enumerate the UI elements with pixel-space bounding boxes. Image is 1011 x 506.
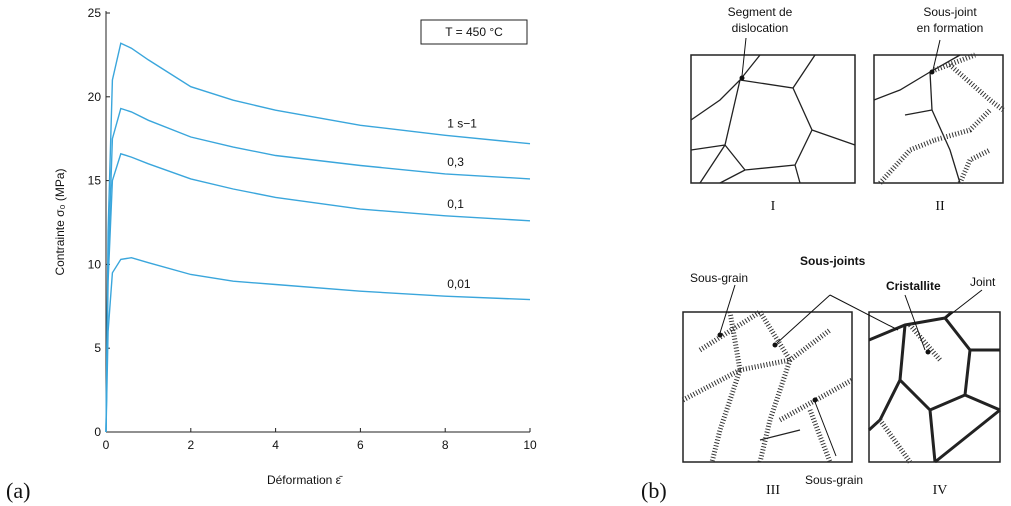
series-line [105, 256, 531, 433]
marker [772, 342, 778, 348]
series-line [105, 152, 531, 433]
annotation: T = 450 °C [445, 25, 503, 39]
marker [929, 69, 935, 75]
numeral: II [935, 199, 945, 214]
panel-box [873, 54, 1004, 184]
numeral: IV [933, 483, 948, 498]
numeral: I [771, 199, 776, 214]
x-tick-label: 8 [442, 438, 449, 452]
panel-box [690, 54, 856, 184]
diagram-label: Joint [970, 275, 996, 289]
grain-boundaries [759, 429, 801, 441]
diagram-label: Sous-grain [690, 271, 748, 285]
x-tick-label: 0 [103, 438, 110, 452]
series-label: 0,1 [447, 197, 464, 211]
y-tick-label: 25 [88, 6, 102, 20]
y-tick-label: 0 [94, 425, 101, 439]
y-tick-label: 10 [88, 257, 102, 271]
x-tick-label: 4 [272, 438, 279, 452]
sub-boundaries [681, 309, 854, 463]
diagram-label: Sous-joints [800, 254, 866, 268]
diagram-label: Sous-grain [805, 473, 863, 487]
y-tick-label: 5 [94, 341, 101, 355]
sub-boundaries [878, 52, 1005, 185]
panel-label: (b) [641, 478, 667, 503]
marker [925, 349, 931, 355]
panel-label: (a) [6, 478, 30, 503]
marker [717, 332, 723, 338]
series-label: 0,3 [447, 155, 464, 169]
x-tick-label: 10 [523, 438, 537, 452]
diagram-label: Segment de dislocation [728, 5, 793, 35]
series-line [105, 107, 531, 433]
panel-box [682, 311, 853, 463]
diagram: I II III IV Segment de dislocation Sous-j… [681, 5, 1005, 498]
panel-box [868, 311, 1001, 463]
series-label: 1 s−1 [447, 116, 477, 130]
numeral: III [766, 483, 780, 498]
leader-lines [719, 37, 983, 457]
annotation-box [420, 19, 528, 45]
grain-boundaries [690, 54, 856, 184]
y-tick-label: 20 [88, 90, 102, 104]
grain-boundaries [873, 54, 961, 184]
diagram-label: Sous-joint en formation [917, 5, 984, 35]
series-label: 0,01 [447, 277, 471, 291]
y-axis-label: Contrainte σ₀ (MPa) [53, 168, 67, 275]
marker [812, 397, 818, 403]
grain-boundaries [867, 310, 1001, 464]
series-line [105, 42, 531, 433]
marker [739, 75, 745, 81]
x-tick-label: 2 [187, 438, 194, 452]
x-tick-label: 6 [357, 438, 364, 452]
sub-boundaries [877, 323, 942, 464]
x-axis-label: Déformation ε̄ [267, 473, 343, 487]
y-tick-label: 15 [88, 174, 102, 188]
diagram-label: Cristallite [886, 279, 941, 293]
